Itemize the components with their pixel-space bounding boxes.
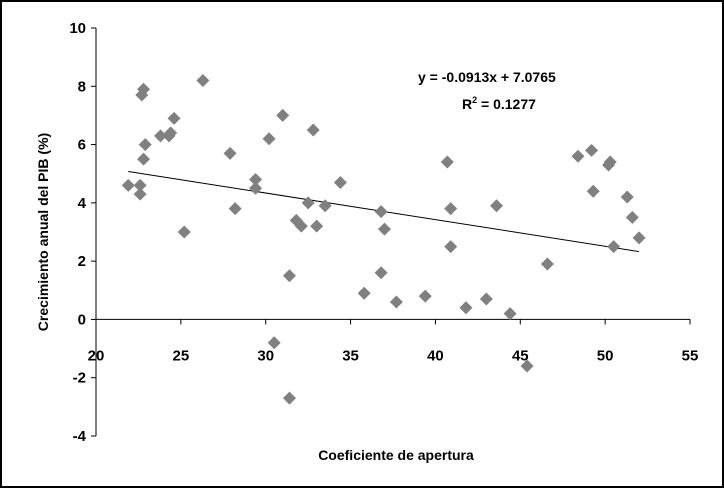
data-point: [444, 240, 458, 254]
x-tick-label: 45: [512, 347, 529, 364]
data-point: [586, 184, 600, 198]
data-point: [389, 295, 403, 309]
data-point: [333, 175, 347, 189]
data-point: [267, 336, 281, 350]
data-point: [374, 205, 388, 219]
data-point: [540, 257, 554, 271]
x-axis-title: Coeficiente de apertura: [318, 447, 474, 463]
data-point: [418, 289, 432, 303]
data-point: [249, 181, 263, 195]
data-point: [520, 359, 534, 373]
y-tick-label: 2: [78, 253, 86, 270]
axes: [95, 28, 690, 436]
data-point: [164, 126, 178, 140]
data-point: [228, 202, 242, 216]
r-squared-base: R: [462, 96, 472, 112]
data-point: [138, 138, 152, 152]
x-tick-label: 55: [682, 347, 699, 364]
r-squared-value: = 0.1277: [477, 96, 536, 112]
y-tick-label: 4: [78, 195, 87, 212]
y-axis-title: Crecimiento anual del PIB (%): [35, 133, 51, 331]
data-point: [153, 129, 167, 143]
data-point: [249, 173, 263, 187]
data-point: [479, 292, 493, 306]
data-point: [603, 155, 617, 169]
data-point: [301, 196, 315, 210]
data-point: [444, 202, 458, 216]
x-tick-label: 50: [597, 347, 614, 364]
data-point: [503, 307, 517, 321]
data-point: [167, 111, 181, 125]
data-points: [121, 73, 646, 405]
y-tick-label: 0: [78, 311, 86, 328]
data-point: [262, 132, 276, 146]
data-point: [282, 269, 296, 283]
data-point: [137, 152, 151, 166]
y-tick-label: 6: [78, 137, 86, 154]
x-tick-label: 30: [257, 347, 274, 364]
data-point: [196, 73, 210, 87]
y-tick-label: -2: [73, 370, 86, 387]
data-point: [137, 82, 151, 96]
data-point: [378, 222, 392, 236]
data-point: [607, 240, 621, 254]
data-point: [133, 178, 147, 192]
x-tick-label: 20: [88, 347, 105, 364]
r-squared-exponent: 2: [472, 95, 477, 105]
data-point: [282, 391, 296, 405]
data-point: [440, 155, 454, 169]
y-tick-label: 8: [78, 78, 86, 95]
data-point: [223, 146, 237, 160]
x-tick-label: 40: [427, 347, 444, 364]
data-point: [357, 286, 371, 300]
x-ticks: 20 25 30 35 40 45 50 55: [88, 319, 699, 364]
y-ticks: -4 -2 0 2 4 6 8 10: [69, 20, 96, 445]
data-point: [318, 199, 332, 213]
data-point: [294, 219, 308, 233]
data-point: [310, 219, 324, 233]
data-point: [276, 108, 290, 122]
r-squared-label: R2 = 0.1277: [462, 95, 536, 112]
data-point: [585, 143, 599, 157]
data-point: [571, 149, 585, 163]
data-point: [625, 210, 639, 224]
data-point: [632, 231, 646, 245]
data-point: [177, 225, 191, 239]
y-tick-label: 10: [69, 20, 86, 37]
data-point: [133, 187, 147, 201]
data-point: [620, 190, 634, 204]
trend-equation: y = -0.0913x + 7.0765: [418, 69, 556, 85]
data-point: [121, 178, 135, 192]
data-point: [490, 199, 504, 213]
x-tick-label: 25: [173, 347, 190, 364]
x-tick-label: 35: [342, 347, 359, 364]
data-point: [374, 266, 388, 280]
data-point: [306, 123, 320, 137]
data-point: [459, 301, 473, 315]
y-tick-label: -4: [73, 428, 87, 445]
